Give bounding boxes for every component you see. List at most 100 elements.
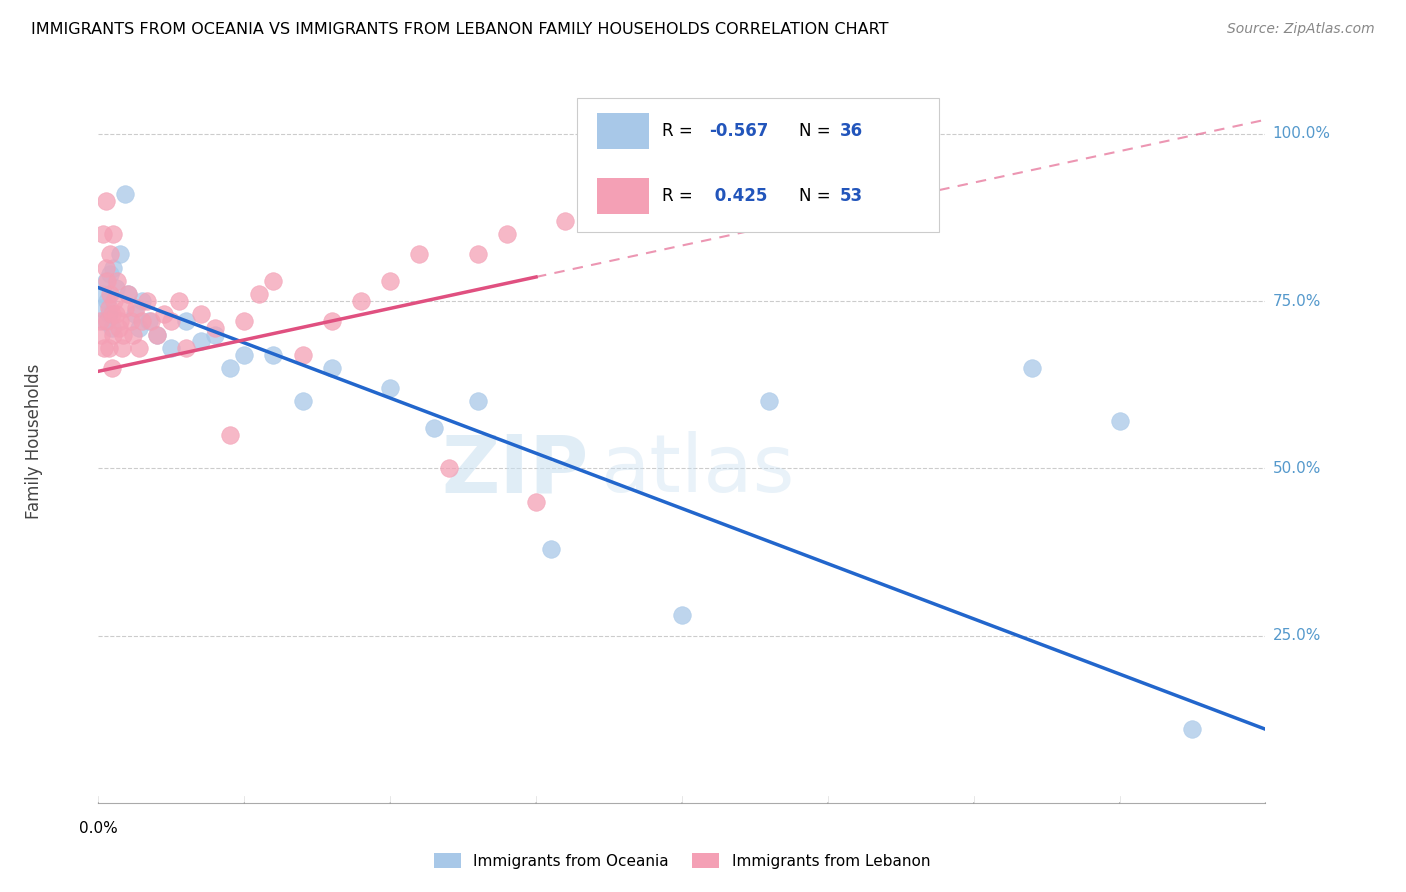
Point	[111, 341, 134, 355]
Point	[321, 314, 343, 328]
Point	[110, 314, 132, 328]
Point	[103, 294, 125, 309]
Point	[1108, 414, 1130, 429]
Point	[101, 227, 124, 242]
Point	[262, 274, 284, 288]
Point	[262, 348, 284, 362]
Point	[135, 294, 157, 309]
Point	[97, 307, 120, 322]
Text: N =: N =	[799, 122, 835, 140]
Point	[108, 321, 131, 335]
Point	[94, 274, 117, 288]
Point	[758, 394, 780, 409]
Point	[380, 381, 402, 395]
Point	[131, 314, 153, 328]
Point	[423, 421, 446, 435]
Point	[114, 301, 136, 315]
Text: 25.0%: 25.0%	[1272, 628, 1322, 643]
Text: 0.425: 0.425	[709, 187, 768, 205]
Point	[105, 274, 128, 288]
Point	[190, 334, 212, 349]
Point	[218, 361, 240, 376]
Point	[96, 274, 118, 288]
Point	[1021, 361, 1043, 376]
Point	[101, 327, 124, 342]
Text: atlas: atlas	[600, 432, 794, 509]
Text: -0.567: -0.567	[709, 122, 768, 140]
Point	[160, 314, 183, 328]
Point	[104, 307, 127, 322]
Point	[91, 227, 114, 242]
Point	[90, 327, 112, 342]
Point	[671, 608, 693, 623]
Point	[97, 301, 120, 315]
Point	[467, 247, 489, 261]
Text: IMMIGRANTS FROM OCEANIA VS IMMIGRANTS FROM LEBANON FAMILY HOUSEHOLDS CORRELATION: IMMIGRANTS FROM OCEANIA VS IMMIGRANTS FR…	[31, 22, 889, 37]
Point	[120, 314, 142, 328]
Point	[100, 321, 122, 335]
Point	[114, 187, 136, 202]
Text: 100.0%: 100.0%	[1272, 127, 1330, 141]
Point	[291, 348, 314, 362]
Text: 0.0%: 0.0%	[79, 821, 118, 836]
Point	[100, 307, 122, 322]
Point	[89, 314, 111, 328]
Text: N =: N =	[799, 187, 835, 205]
Point	[350, 294, 373, 309]
Point	[117, 287, 139, 301]
Point	[247, 287, 270, 301]
Point	[321, 361, 343, 376]
Point	[204, 327, 226, 342]
Point	[138, 314, 160, 328]
Point	[139, 314, 162, 328]
Text: 50.0%: 50.0%	[1272, 461, 1322, 475]
Text: Family Households: Family Households	[25, 364, 44, 519]
Point	[98, 287, 121, 301]
Point	[94, 260, 117, 275]
Point	[124, 307, 146, 322]
Point	[174, 341, 197, 355]
Point	[167, 294, 190, 309]
Point	[101, 260, 124, 275]
Point	[233, 348, 256, 362]
Point	[91, 287, 114, 301]
Text: R =: R =	[662, 122, 697, 140]
Point	[96, 314, 118, 328]
Point	[128, 321, 150, 335]
FancyBboxPatch shape	[576, 98, 939, 232]
Point	[96, 294, 118, 309]
Text: ZIP: ZIP	[441, 432, 589, 509]
Point	[125, 301, 148, 315]
Point	[554, 214, 576, 228]
Point	[112, 327, 135, 342]
Point	[174, 314, 197, 328]
Point	[122, 327, 145, 342]
Point	[233, 314, 256, 328]
Point	[104, 281, 127, 295]
Text: 53: 53	[839, 187, 862, 205]
Point	[146, 327, 169, 342]
Text: 36: 36	[839, 122, 862, 140]
Point	[110, 247, 132, 261]
Text: R =: R =	[662, 187, 697, 205]
Point	[98, 247, 121, 261]
Point	[97, 341, 120, 355]
Point	[204, 321, 226, 335]
Point	[100, 361, 122, 376]
Point	[408, 247, 430, 261]
Point	[117, 287, 139, 301]
Point	[94, 194, 117, 208]
Point	[93, 314, 115, 328]
Bar	[596, 112, 650, 149]
Point	[437, 461, 460, 475]
Point	[153, 307, 176, 322]
Point	[540, 541, 562, 556]
Point	[128, 341, 150, 355]
Text: Source: ZipAtlas.com: Source: ZipAtlas.com	[1227, 22, 1375, 37]
Point	[218, 427, 240, 442]
Point	[467, 394, 489, 409]
Point	[90, 301, 112, 315]
Point	[131, 294, 153, 309]
Point	[1181, 723, 1204, 737]
Point	[380, 274, 402, 288]
